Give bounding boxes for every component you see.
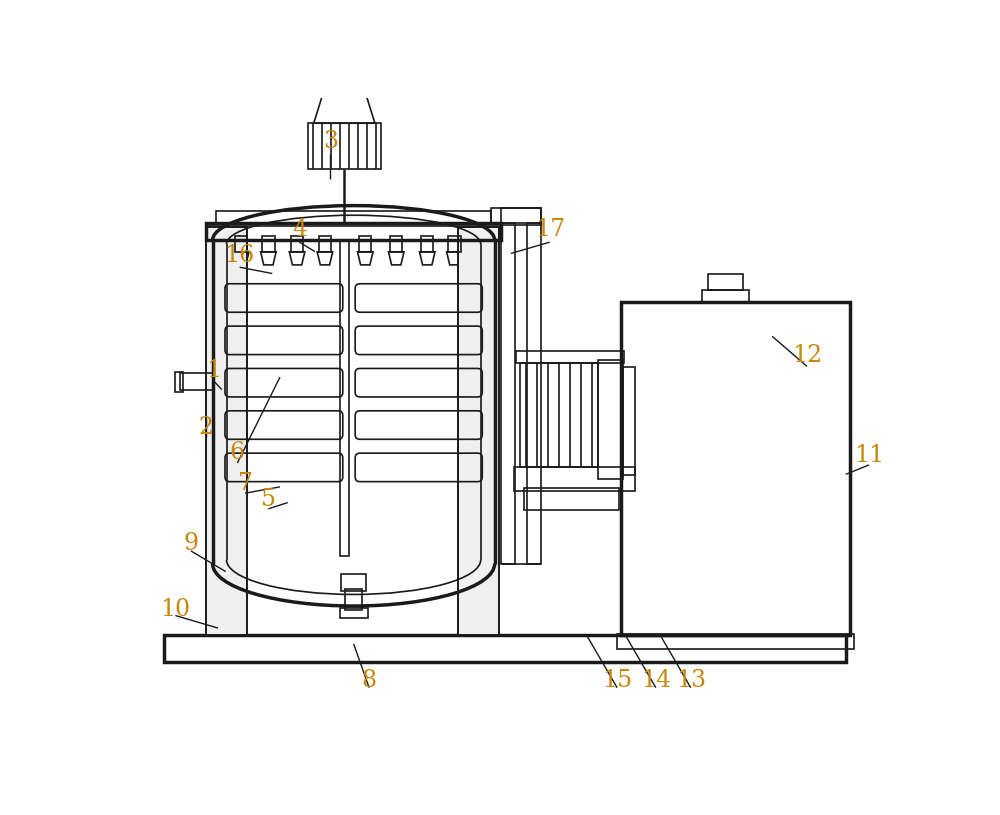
Text: 2: 2 [199, 416, 214, 438]
Bar [458, 227, 499, 635]
Text: 8: 8 [362, 668, 377, 692]
Bar [262, 236, 275, 252]
Bar [623, 368, 635, 475]
Bar [520, 363, 598, 467]
Bar [180, 373, 213, 390]
Bar [216, 211, 491, 223]
Bar [327, 82, 361, 89]
Bar [340, 240, 349, 556]
Bar [319, 236, 331, 252]
Text: 11: 11 [854, 444, 884, 467]
Text: 9: 9 [183, 532, 198, 555]
Bar [501, 208, 541, 225]
Text: 15: 15 [602, 668, 632, 692]
Bar [164, 635, 846, 663]
Bar [291, 236, 303, 252]
Bar [421, 236, 433, 252]
Text: 14: 14 [641, 668, 671, 692]
Text: 1: 1 [207, 359, 222, 382]
Bar [621, 302, 850, 635]
Bar [598, 359, 623, 479]
Bar [206, 227, 247, 635]
Text: 16: 16 [225, 244, 255, 267]
Text: 3: 3 [323, 130, 338, 153]
Bar [702, 289, 749, 302]
Bar [308, 123, 381, 170]
Bar [341, 574, 366, 591]
Text: 5: 5 [261, 488, 276, 511]
Text: 10: 10 [160, 597, 190, 621]
Bar [708, 274, 743, 289]
Bar [390, 236, 402, 252]
Text: 12: 12 [792, 344, 822, 367]
Bar [458, 227, 499, 635]
Bar [501, 223, 515, 564]
Text: 17: 17 [535, 218, 565, 241]
Text: 7: 7 [238, 472, 253, 496]
Bar [524, 488, 619, 509]
Bar [359, 236, 371, 252]
Bar [516, 351, 624, 363]
Bar [514, 467, 635, 491]
Bar [527, 223, 541, 564]
Bar [206, 227, 499, 240]
Bar [235, 236, 247, 252]
Bar [491, 208, 541, 223]
Text: 13: 13 [676, 668, 706, 692]
Bar [345, 589, 362, 610]
Text: 6: 6 [230, 441, 245, 464]
Bar [448, 236, 461, 252]
Bar [206, 227, 247, 635]
Bar [617, 634, 854, 649]
Bar [175, 372, 183, 392]
Bar [206, 223, 501, 240]
Bar [340, 608, 368, 618]
Text: 4: 4 [292, 218, 307, 241]
